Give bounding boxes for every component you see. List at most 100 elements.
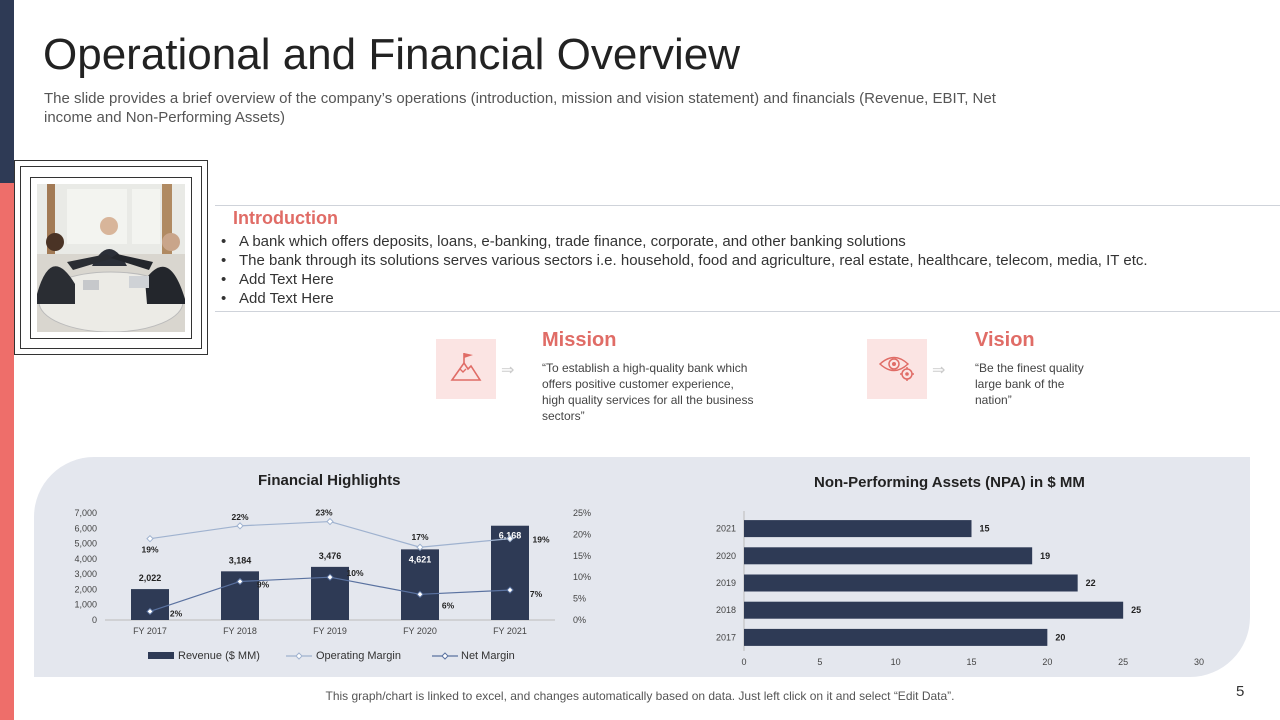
npa-data-label: 19 [1040,551,1050,561]
eye-gear-icon [877,350,917,389]
net-margin-point [506,586,514,594]
net-margin-data-label: 10% [346,568,363,578]
operating-margin-point [236,522,244,530]
x-axis-tick-label: FY 2018 [223,626,257,636]
npa-data-label: 25 [1131,605,1141,615]
x-axis-tick-label: FY 2017 [133,626,167,636]
photo-frame-middle [20,166,202,349]
intro-bottom-divider [215,311,1280,312]
legend-swatch-revenue [148,652,174,659]
photo-frame-inner [30,177,192,339]
charts-panel [34,457,1250,677]
x-axis-tick-label: 5 [817,657,822,667]
slide-subtitle: The slide provides a brief overview of t… [44,90,996,126]
left-accent-bar-red [0,183,14,720]
x-axis-tick-label: 15 [966,657,976,667]
revenue-data-label: 2,022 [139,573,162,583]
mission-arrow-icon: ⇒ [501,362,515,379]
operating-margin-point [416,543,424,551]
npa-bar [744,520,972,538]
introduction-bullet-list: A bank which offers deposits, loans, e-b… [221,232,1148,308]
introduction-heading: Introduction [233,208,338,228]
x-axis-tick-label: FY 2019 [313,626,347,636]
y-axis-tick-label: 7,000 [74,508,97,518]
intro-top-divider [215,205,1280,206]
x-axis-tick-label: 20 [1042,657,1052,667]
y-axis-tick-label: 6,000 [74,523,97,533]
legend-label-revenue: Revenue ($ MM) [178,650,260,662]
npa-bar [744,601,1124,619]
npa-bar [744,628,1048,646]
y-axis-tick-label: 5,000 [74,539,97,549]
x-axis-tick-label: 10 [891,657,901,667]
operating-margin-data-label: 22% [231,512,248,522]
legend-label-net-margin: Net Margin [461,650,515,662]
net-margin-point [326,573,334,581]
legend-label-operating-margin: Operating Margin [316,650,401,662]
net-margin-point [236,577,244,586]
x-axis-tick-label: FY 2020 [403,626,437,636]
y-axis-tick-label: 2017 [716,632,736,642]
npa-chart-title: Non-Performing Assets (NPA) in $ MM [814,474,1085,491]
mission-heading: Mission [542,329,617,351]
y-axis-tick-label: 2018 [716,605,736,615]
operating-margin-data-label: 17% [411,532,428,542]
y2-axis-tick-label: 10% [573,572,591,582]
npa-bar-chart[interactable]: 2021 15 2020 19 2019 22 2018 25 2017 20 0 5 10 15 20 25… [700,505,1220,670]
operating-margin-data-label: 23% [315,508,332,518]
operating-margin-data-label: 19% [141,545,158,555]
financial-highlights-chart[interactable]: 0 1,000 2,000 3,000 4,000 5,000 6,000 7,000 0% 5%… [60,500,620,670]
x-axis-tick-label: 25 [1118,657,1128,667]
mission-text: “To establish a high-quality bank which … [542,361,754,423]
operating-margin-point [326,517,334,526]
y-axis-tick-label: 4,000 [74,554,97,564]
y-axis-tick-label: 2020 [716,551,736,561]
y-axis-tick-label: 2021 [716,524,736,534]
y2-axis-tick-label: 15% [573,551,591,561]
x-axis-tick-label: FY 2021 [493,626,527,636]
operating-margin-point [506,534,514,543]
financial-highlights-title: Financial Highlights [258,472,401,489]
y2-axis-tick-label: 5% [573,594,586,604]
net-margin-data-label: 6% [442,600,455,610]
y2-axis-tick-label: 20% [573,529,591,539]
npa-data-label: 20 [1055,632,1065,642]
operating-margin-line [149,520,511,548]
y-axis-tick-label: 2,000 [74,584,97,594]
vision-icon-box [867,339,927,399]
revenue-bar [401,549,439,620]
npa-data-label: 15 [980,524,990,534]
x-axis-tick-label: 30 [1194,657,1204,667]
legend-marker-net-margin [441,652,449,660]
introduction-bullet: Add Text Here [221,289,1148,308]
page-number: 5 [1236,683,1245,700]
npa-bar [744,547,1033,565]
operating-margin-point [146,534,154,543]
y-axis-tick-label: 0 [92,615,97,625]
net-margin-data-label: 7% [530,589,543,599]
net-margin-data-label: 2% [170,608,183,618]
mountain-flag-icon [449,350,483,389]
y-axis-tick-label: 2019 [716,578,736,588]
y2-axis-tick-label: 25% [573,508,591,518]
npa-data-label: 22 [1086,578,1096,588]
vision-arrow-icon: ⇒ [932,362,946,379]
revenue-data-label: 3,184 [229,555,252,565]
y-axis-tick-label: 3,000 [74,569,97,579]
introduction-bullet: A bank which offers deposits, loans, e-b… [221,232,1148,251]
operating-margin-data-label: 19% [532,535,549,545]
slide-title: Operational and Financial Overview [43,30,741,79]
vision-heading: Vision [975,329,1035,351]
photo-frame-outer [14,160,208,355]
meeting-photo[interactable] [37,184,185,332]
y-axis-tick-label: 1,000 [74,600,97,610]
revenue-data-label: 3,476 [319,551,342,561]
mission-icon-box [436,339,496,399]
net-margin-data-label: 9% [257,579,270,589]
net-margin-point [146,607,154,616]
x-axis-tick-label: 0 [741,657,746,667]
vision-text: “Be the finest quality large bank of the… [975,361,1084,407]
npa-bar [744,574,1078,592]
left-accent-bar-dark [0,0,14,183]
revenue-data-label: 4,621 [409,554,432,564]
